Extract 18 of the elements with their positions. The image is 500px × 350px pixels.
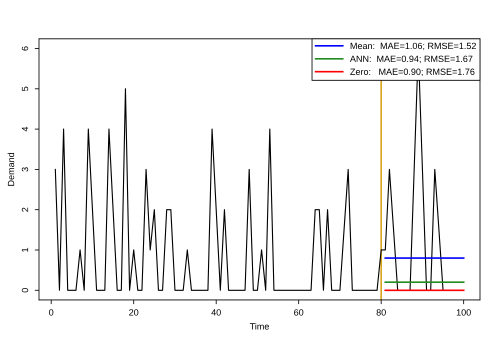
x-axis-title: Time xyxy=(250,322,269,330)
legend-label: Zero: MAE=0.90; RMSE=1.76 xyxy=(350,68,474,76)
y-tick-label: 1 xyxy=(22,248,28,252)
x-tick-label: 100 xyxy=(456,309,471,316)
legend-label: ANN: MAE=0.94; RMSE=1.67 xyxy=(350,56,472,64)
y-tick-label: 2 xyxy=(22,208,28,212)
x-tick-label: 20 xyxy=(129,309,138,316)
x-tick-label: 0 xyxy=(49,309,54,316)
x-tick-label: 80 xyxy=(376,309,386,316)
y-tick-label: 5 xyxy=(22,86,28,91)
legend-label: Mean: MAE=1.06; RMSE=1.52 xyxy=(350,42,476,50)
x-tick-label: 60 xyxy=(294,309,304,316)
y-tick-label: 0 xyxy=(22,288,28,292)
y-tick-label: 3 xyxy=(22,167,28,172)
y-tick-label: 6 xyxy=(22,46,28,51)
y-tick-label: 4 xyxy=(22,126,28,132)
y-axis-title: Demand xyxy=(8,152,14,186)
x-tick-label: 40 xyxy=(211,309,221,316)
